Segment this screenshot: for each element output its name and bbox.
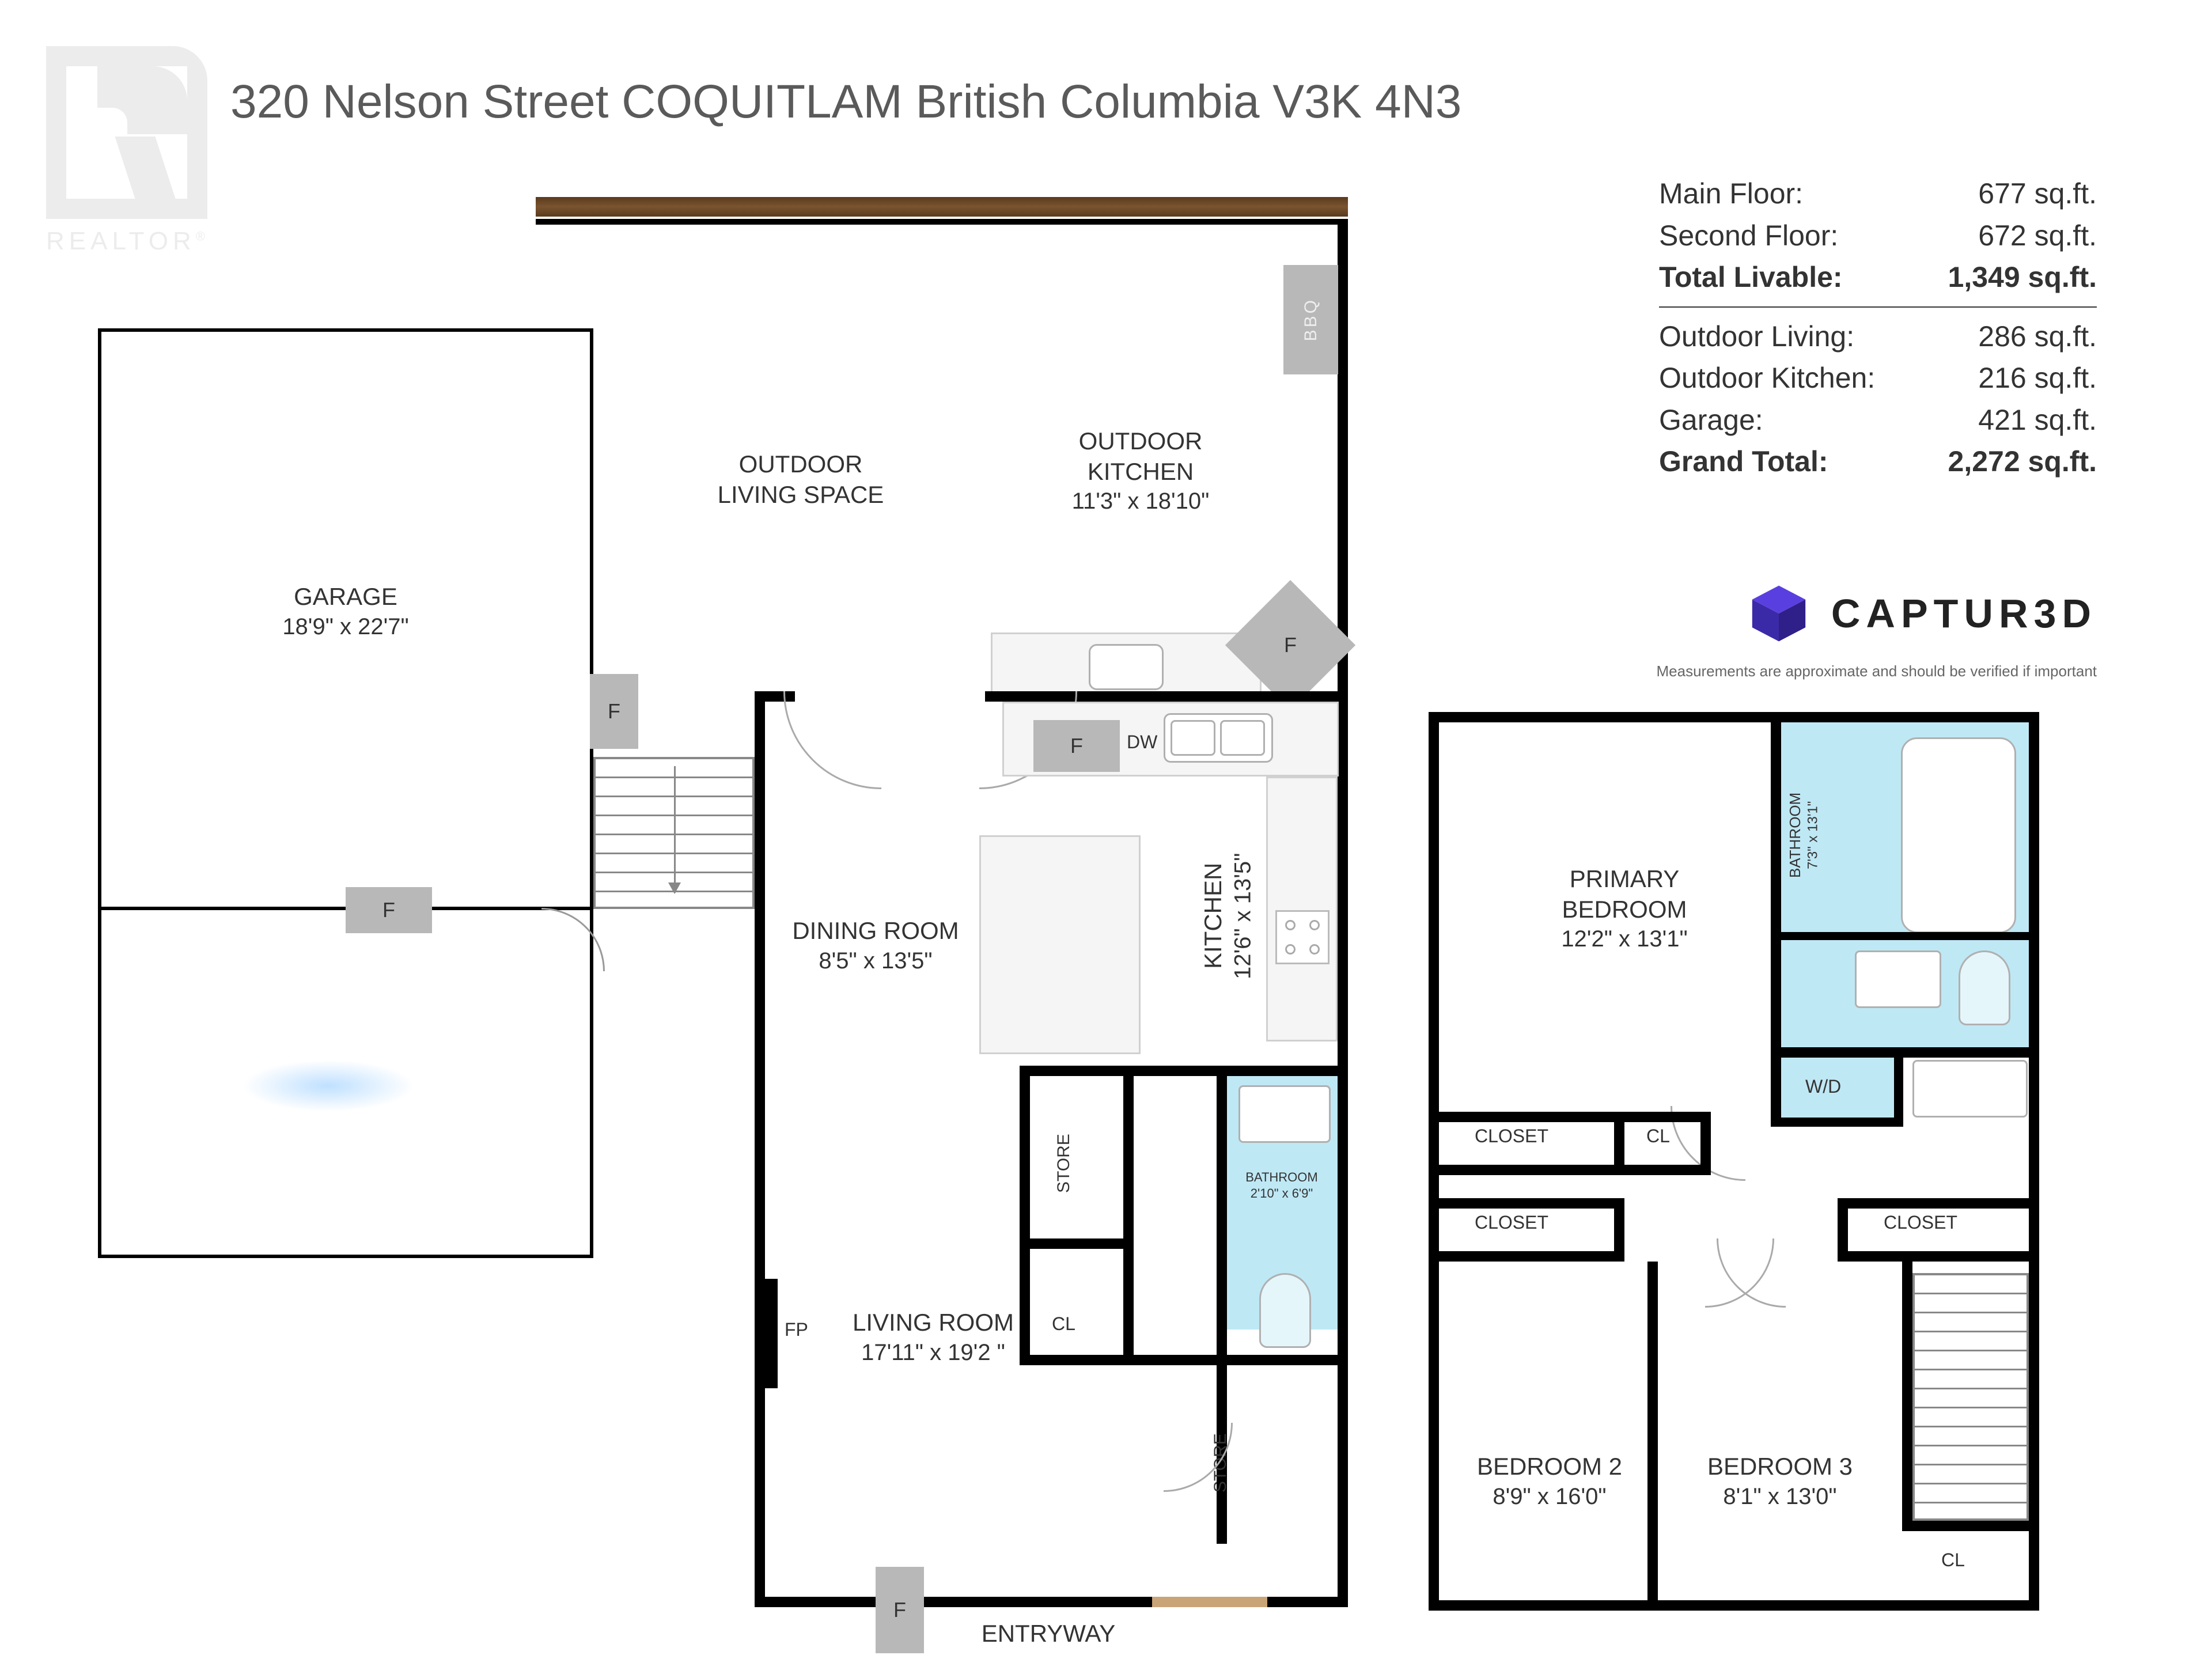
cl-label: CL [1052, 1313, 1075, 1335]
wall [1624, 1165, 1711, 1175]
wall [1020, 1238, 1132, 1249]
wall [1020, 1066, 1348, 1076]
door-opening [795, 691, 985, 702]
wood-trim [536, 197, 1348, 217]
dw-tag: DW [1127, 732, 1157, 753]
garage-label: GARAGE 18'9" x 22'7" [230, 582, 461, 641]
vanity-right [1912, 1060, 2028, 1118]
wall [1771, 1047, 2039, 1058]
wall [98, 1255, 593, 1258]
kitchen-sink-basin [1220, 720, 1265, 756]
living-label: LIVING ROOM 17'11" x 19'2 " [818, 1308, 1048, 1367]
entryway-label: ENTRYWAY [933, 1619, 1164, 1649]
bath-main-label: BATHROOM 2'10" x 6'9" [1221, 1169, 1342, 1201]
fp-tag: FP [785, 1319, 808, 1340]
wall [1902, 1262, 1912, 1521]
closet2-label: CLOSET [1475, 1212, 1548, 1233]
kitchen-island [979, 835, 1141, 1054]
grey-f-entry: F [876, 1567, 924, 1653]
wall [1893, 1058, 1903, 1127]
bath-main-sink [1238, 1085, 1331, 1143]
grey-f-kitchen: F [1033, 720, 1120, 772]
cl3-label: CL [1941, 1550, 1965, 1571]
address-title: 320 Nelson Street COQUITLAM British Colu… [230, 75, 1461, 129]
bath2-toilet [1959, 950, 2010, 1025]
closet1-label: CLOSET [1475, 1126, 1548, 1147]
grey-f-garage-side: F [590, 674, 638, 749]
fireplace [755, 1279, 778, 1388]
grey-f-garage-bottom: F [346, 887, 432, 933]
wall [98, 907, 101, 1258]
outdoor-kitchen-label: OUTDOOR KITCHEN 11'3" x 18'10" [1025, 426, 1256, 516]
wall [1338, 691, 1348, 1607]
kitchen-counter-right [1266, 777, 1338, 1041]
outdoor-sink [1089, 644, 1164, 690]
wall [1123, 1066, 1134, 1365]
cl2-label: CL [1646, 1126, 1670, 1147]
wall [1771, 712, 1781, 1058]
wall [1439, 1198, 1624, 1209]
wall [1624, 1112, 1711, 1122]
wall [1780, 932, 2029, 940]
kitchen-sink-basin [1171, 720, 1215, 756]
bath-main-toilet [1259, 1273, 1311, 1348]
wall [536, 219, 1348, 225]
bath2-sink [1855, 950, 1941, 1008]
wall [1902, 1521, 2029, 1531]
stove-icon [1275, 910, 1330, 964]
wall [1134, 1355, 1347, 1365]
wall [1700, 1112, 1711, 1175]
bbq-unit: BBQ [1283, 265, 1338, 374]
bath2-label: BATHROOM 7'3" x 13'1" [1786, 749, 1822, 922]
wall [1439, 1112, 1624, 1122]
bath2-tub [1901, 737, 2016, 933]
wd-label: W/D [1805, 1076, 1841, 1097]
stairs-arrow-icon [674, 766, 676, 893]
wall [1771, 1116, 1903, 1127]
floor-plan: GARAGE 18'9" x 22'7" F F OUTDOOR LIVING … [58, 196, 2160, 1636]
outdoor-living-label: OUTDOOR LIVING SPACE [668, 449, 933, 510]
stairs-second [1912, 1273, 2029, 1521]
primary-label: PRIMARY BEDROOM 12'2" x 13'1" [1498, 864, 1751, 953]
dining-label: DINING ROOM 8'5" x 13'5" [772, 916, 979, 975]
wall [1217, 1066, 1227, 1365]
bed3-label: BEDROOM 3 8'1" x 13'0" [1682, 1452, 1878, 1511]
wall [1838, 1251, 2029, 1262]
bed2-label: BEDROOM 2 8'9" x 16'0" [1452, 1452, 1647, 1511]
entry-threshold [1152, 1597, 1267, 1607]
closet3-label: CLOSET [1884, 1212, 1957, 1233]
wall [1439, 1251, 1624, 1262]
wall [1439, 1165, 1624, 1175]
kitchen-label: KITCHEN 12'6" x 13'5" [1198, 783, 1257, 1048]
wall [1838, 1198, 2029, 1209]
wall [1647, 1262, 1658, 1601]
driveway-spot [242, 1060, 415, 1112]
store-label: STORE [1053, 1094, 1075, 1233]
